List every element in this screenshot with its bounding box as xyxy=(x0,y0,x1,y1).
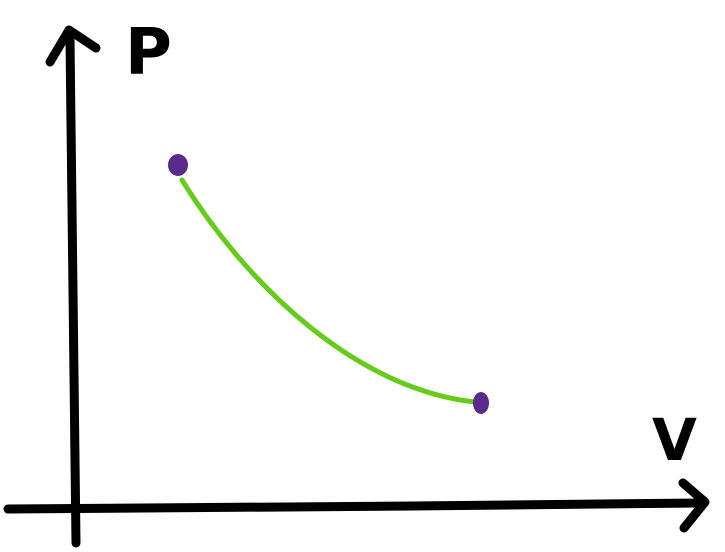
x-axis-arrowhead xyxy=(678,478,710,533)
y-axis-arrowhead xyxy=(45,25,101,67)
process-curve xyxy=(179,177,478,405)
y-axis xyxy=(65,35,81,548)
start-point xyxy=(168,154,188,176)
y-axis-label: P xyxy=(125,16,172,90)
x-axis xyxy=(3,498,705,514)
end-point xyxy=(473,392,489,414)
x-axis-label: V xyxy=(652,406,697,474)
